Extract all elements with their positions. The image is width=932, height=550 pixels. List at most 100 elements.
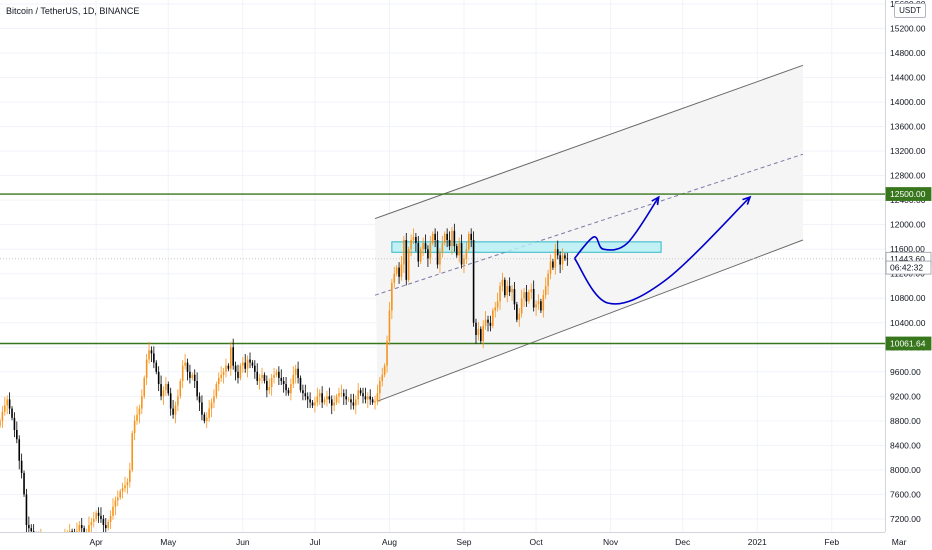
candle: [513, 281, 516, 310]
channel-upper-line[interactable]: [374, 64, 804, 220]
x-tick-label: Mar: [892, 537, 907, 547]
candle-body: [463, 258, 465, 265]
candle: [434, 228, 436, 248]
y-tick-label: 7200.00: [890, 514, 921, 524]
candle-body: [30, 528, 33, 532]
candle: [499, 281, 501, 310]
currency-button[interactable]: USDT: [894, 3, 926, 18]
candle-body: [6, 399, 9, 406]
candle: [239, 363, 242, 381]
candle-body: [23, 472, 25, 495]
candle-body: [323, 399, 326, 403]
channel-lower-line[interactable]: [377, 239, 804, 402]
candle-body: [18, 439, 21, 461]
projection-arrow-1[interactable]: [573, 196, 660, 259]
candle: [383, 363, 386, 378]
candle: [465, 242, 468, 264]
candle-body: [369, 396, 372, 400]
candle-body: [0, 420, 1, 426]
candle-body: [227, 365, 230, 369]
candle: [482, 320, 485, 349]
candle-body: [196, 380, 198, 397]
candle-body: [330, 399, 333, 406]
candle: [431, 231, 434, 246]
candle-body: [198, 396, 201, 403]
candle: [506, 280, 509, 303]
candle-body: [335, 396, 338, 403]
candle-body: [215, 384, 218, 397]
candle: [511, 285, 513, 301]
candle: [0, 418, 1, 429]
candle: [160, 375, 162, 401]
candlestick-series: [0, 223, 569, 550]
x-tick-label: May: [160, 537, 177, 547]
candle-body: [1, 411, 4, 421]
candle-body: [121, 488, 124, 492]
candle-body: [107, 521, 109, 529]
candle-body: [150, 350, 153, 354]
x-tick-label: Nov: [603, 537, 619, 547]
candle-body: [415, 236, 417, 244]
candle-body: [136, 414, 138, 421]
symbol-title[interactable]: Bitcoin / TetherUS, 1D, BINANCE: [6, 6, 140, 16]
horizontal-levels[interactable]: [0, 193, 885, 345]
candle: [403, 236, 405, 274]
candle-body: [191, 374, 194, 378]
channel-mid-line[interactable]: [374, 153, 804, 296]
candle-body: [532, 289, 535, 308]
candle: [282, 377, 285, 393]
candle-body: [97, 512, 100, 516]
candle: [405, 232, 408, 286]
candle: [268, 378, 271, 395]
time-axis[interactable]: Apr May Jun Jul Aug Sep Oct Nov Dec 2021 Feb Mar: [0, 532, 932, 550]
candle: [391, 278, 393, 320]
candle: [333, 395, 335, 412]
candle-body: [302, 390, 304, 394]
time-axis-bg: [0, 532, 932, 550]
candle: [537, 294, 540, 310]
candle: [256, 363, 259, 385]
candle: [215, 381, 218, 399]
candle-body: [316, 396, 319, 403]
candle: [354, 395, 357, 415]
candle-body: [559, 255, 561, 265]
candle: [287, 387, 290, 396]
candle-body: [352, 402, 355, 406]
candle: [116, 490, 119, 507]
candle: [549, 254, 552, 280]
candle: [463, 254, 465, 274]
candle: [477, 321, 480, 341]
resistance-zone-box[interactable]: [391, 241, 662, 253]
candle-body: [492, 310, 494, 326]
arrow-head: [742, 195, 752, 205]
candle-body: [516, 304, 518, 320]
candle-body: [20, 460, 23, 473]
y-tick-label: 8800.00: [890, 416, 921, 426]
candle: [326, 390, 328, 407]
candle-body: [540, 301, 542, 311]
resistance-zone[interactable]: [391, 241, 662, 253]
projection-arrows[interactable]: [573, 195, 752, 305]
candle: [273, 367, 275, 384]
candle: [455, 243, 458, 258]
candle: [266, 375, 268, 398]
price-axis[interactable]: 7200.00 7600.00 8000.00 8400.00 8800.00 9200.…: [885, 0, 932, 550]
candle-body: [400, 264, 403, 277]
candle-body: [564, 255, 566, 259]
y-tick-label: 13600.00: [890, 122, 926, 132]
candle-body: [285, 384, 287, 391]
parallel-channel[interactable]: [374, 64, 804, 402]
candle: [345, 389, 347, 405]
y-tick-label: 9600.00: [890, 367, 921, 377]
candle: [504, 277, 506, 298]
projection-arrow-2[interactable]: [573, 196, 751, 305]
candle-body: [270, 377, 273, 388]
candle: [311, 399, 314, 408]
candle: [107, 519, 109, 531]
y-tick-label: 14000.00: [890, 97, 926, 107]
candle: [138, 404, 141, 424]
candle-body: [552, 261, 554, 268]
candle-body: [328, 396, 331, 400]
candle: [261, 367, 263, 384]
